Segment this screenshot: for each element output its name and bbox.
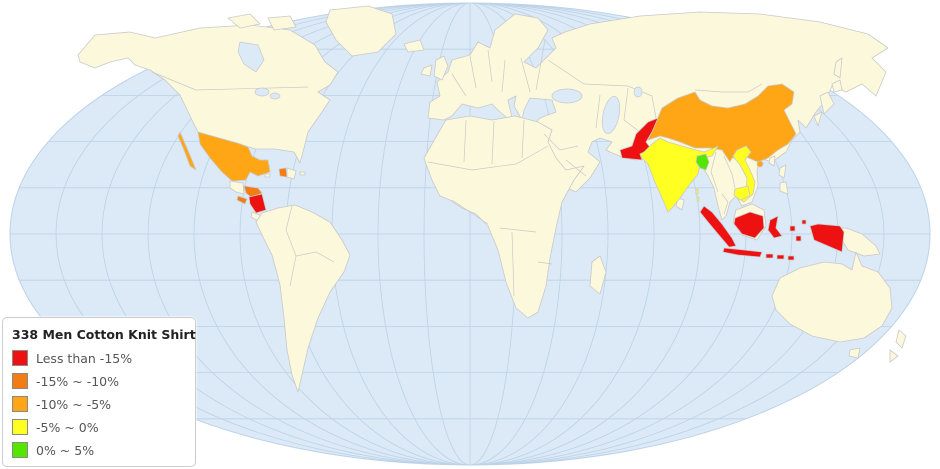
legend-item: -5% ~ 0% [12,419,186,435]
land-madagascar [589,255,607,295]
land-sakhalin [833,57,843,79]
land-ireland [420,64,433,77]
country-indonesia-west-papua[interactable] [809,223,845,253]
land-iceland [403,39,425,53]
country-indonesia-sumatra[interactable] [699,205,737,248]
country-indonesia-maluku[interactable] [789,225,796,232]
country-indonesia-sulawesi[interactable] [767,215,783,239]
hudson-bay [237,41,265,73]
legend-item: 0% ~ 5% [12,442,186,458]
country-china[interactable] [647,83,797,163]
country-indonesia-lesser-sunda[interactable] [776,254,785,260]
country-borders [151,39,763,297]
legend-label: 0% ~ 5% [36,442,95,458]
land-arctic-islands [267,15,297,31]
country-vietnam[interactable] [732,145,756,203]
country-indonesia-kalimantan[interactable] [733,211,765,239]
country-el-salvador[interactable] [236,195,248,205]
land-eurasia [427,11,889,221]
legend-label: -5% ~ 0% [36,419,99,435]
land-japan [831,79,843,93]
land-new-zealand [889,349,899,363]
legend-swatch-red [12,350,28,366]
country-mexico-baja[interactable] [177,131,197,171]
great-lakes [254,87,270,97]
country-nicaragua[interactable] [248,193,267,214]
land-guatemala-belize [229,180,245,195]
land-africa [423,115,585,319]
country-india-andaman[interactable] [695,188,699,195]
country-haiti[interactable] [278,167,288,178]
land-tasmania [848,347,861,359]
legend-item: -10% ~ -5% [12,396,186,412]
country-indonesia-lesser-sunda[interactable] [765,253,774,259]
legend-item: -15% ~ -10% [12,373,186,389]
land-australia [771,251,893,343]
country-bangladesh[interactable] [695,153,710,171]
country-china-hainan[interactable] [756,160,764,168]
land-arctic-islands [227,13,261,29]
country-indonesia-java[interactable] [722,247,763,258]
country-india-andaman[interactable] [696,196,700,202]
legend-swatch-dark-orange [12,373,28,389]
land-puerto-rico [299,171,306,176]
caspian-sea [601,95,621,135]
land-philippines [778,164,787,179]
aral-sea [633,86,643,98]
legend-item: Less than -15% [12,350,186,366]
country-mexico[interactable] [197,131,271,182]
country-cambodia[interactable] [733,185,751,201]
country-indonesia-maluku[interactable] [795,235,802,242]
inland-seas [237,41,643,135]
legend-swatch-orange [12,396,28,412]
great-lakes [269,92,281,100]
legend-title: 338 Men Cotton Knit Shirt [12,327,196,342]
land-taiwan [768,155,776,167]
legend-label: -15% ~ -10% [36,373,120,389]
country-indonesia-maluku[interactable] [801,219,807,225]
black-sea [551,88,583,104]
land-philippines [779,181,789,195]
land-jamaica [264,173,271,178]
legend-label: Less than -15% [36,350,133,366]
legend-swatch-yellow [12,419,28,435]
land-greenland [325,5,397,57]
land-south-america [255,204,351,393]
country-indonesia-lesser-sunda[interactable] [787,255,795,261]
land-japan [813,111,823,127]
landmasses [77,5,907,393]
land-great-britain [433,55,449,81]
land-japan [819,91,835,115]
legend-panel: 338 Men Cotton Knit Shirt Less than -15%… [2,317,196,467]
legend-swatch-green [12,442,28,458]
legend-label: -10% ~ -5% [36,396,112,412]
land-north-america [77,24,339,164]
colored-countries [177,83,845,261]
land-new-zealand [895,329,907,349]
